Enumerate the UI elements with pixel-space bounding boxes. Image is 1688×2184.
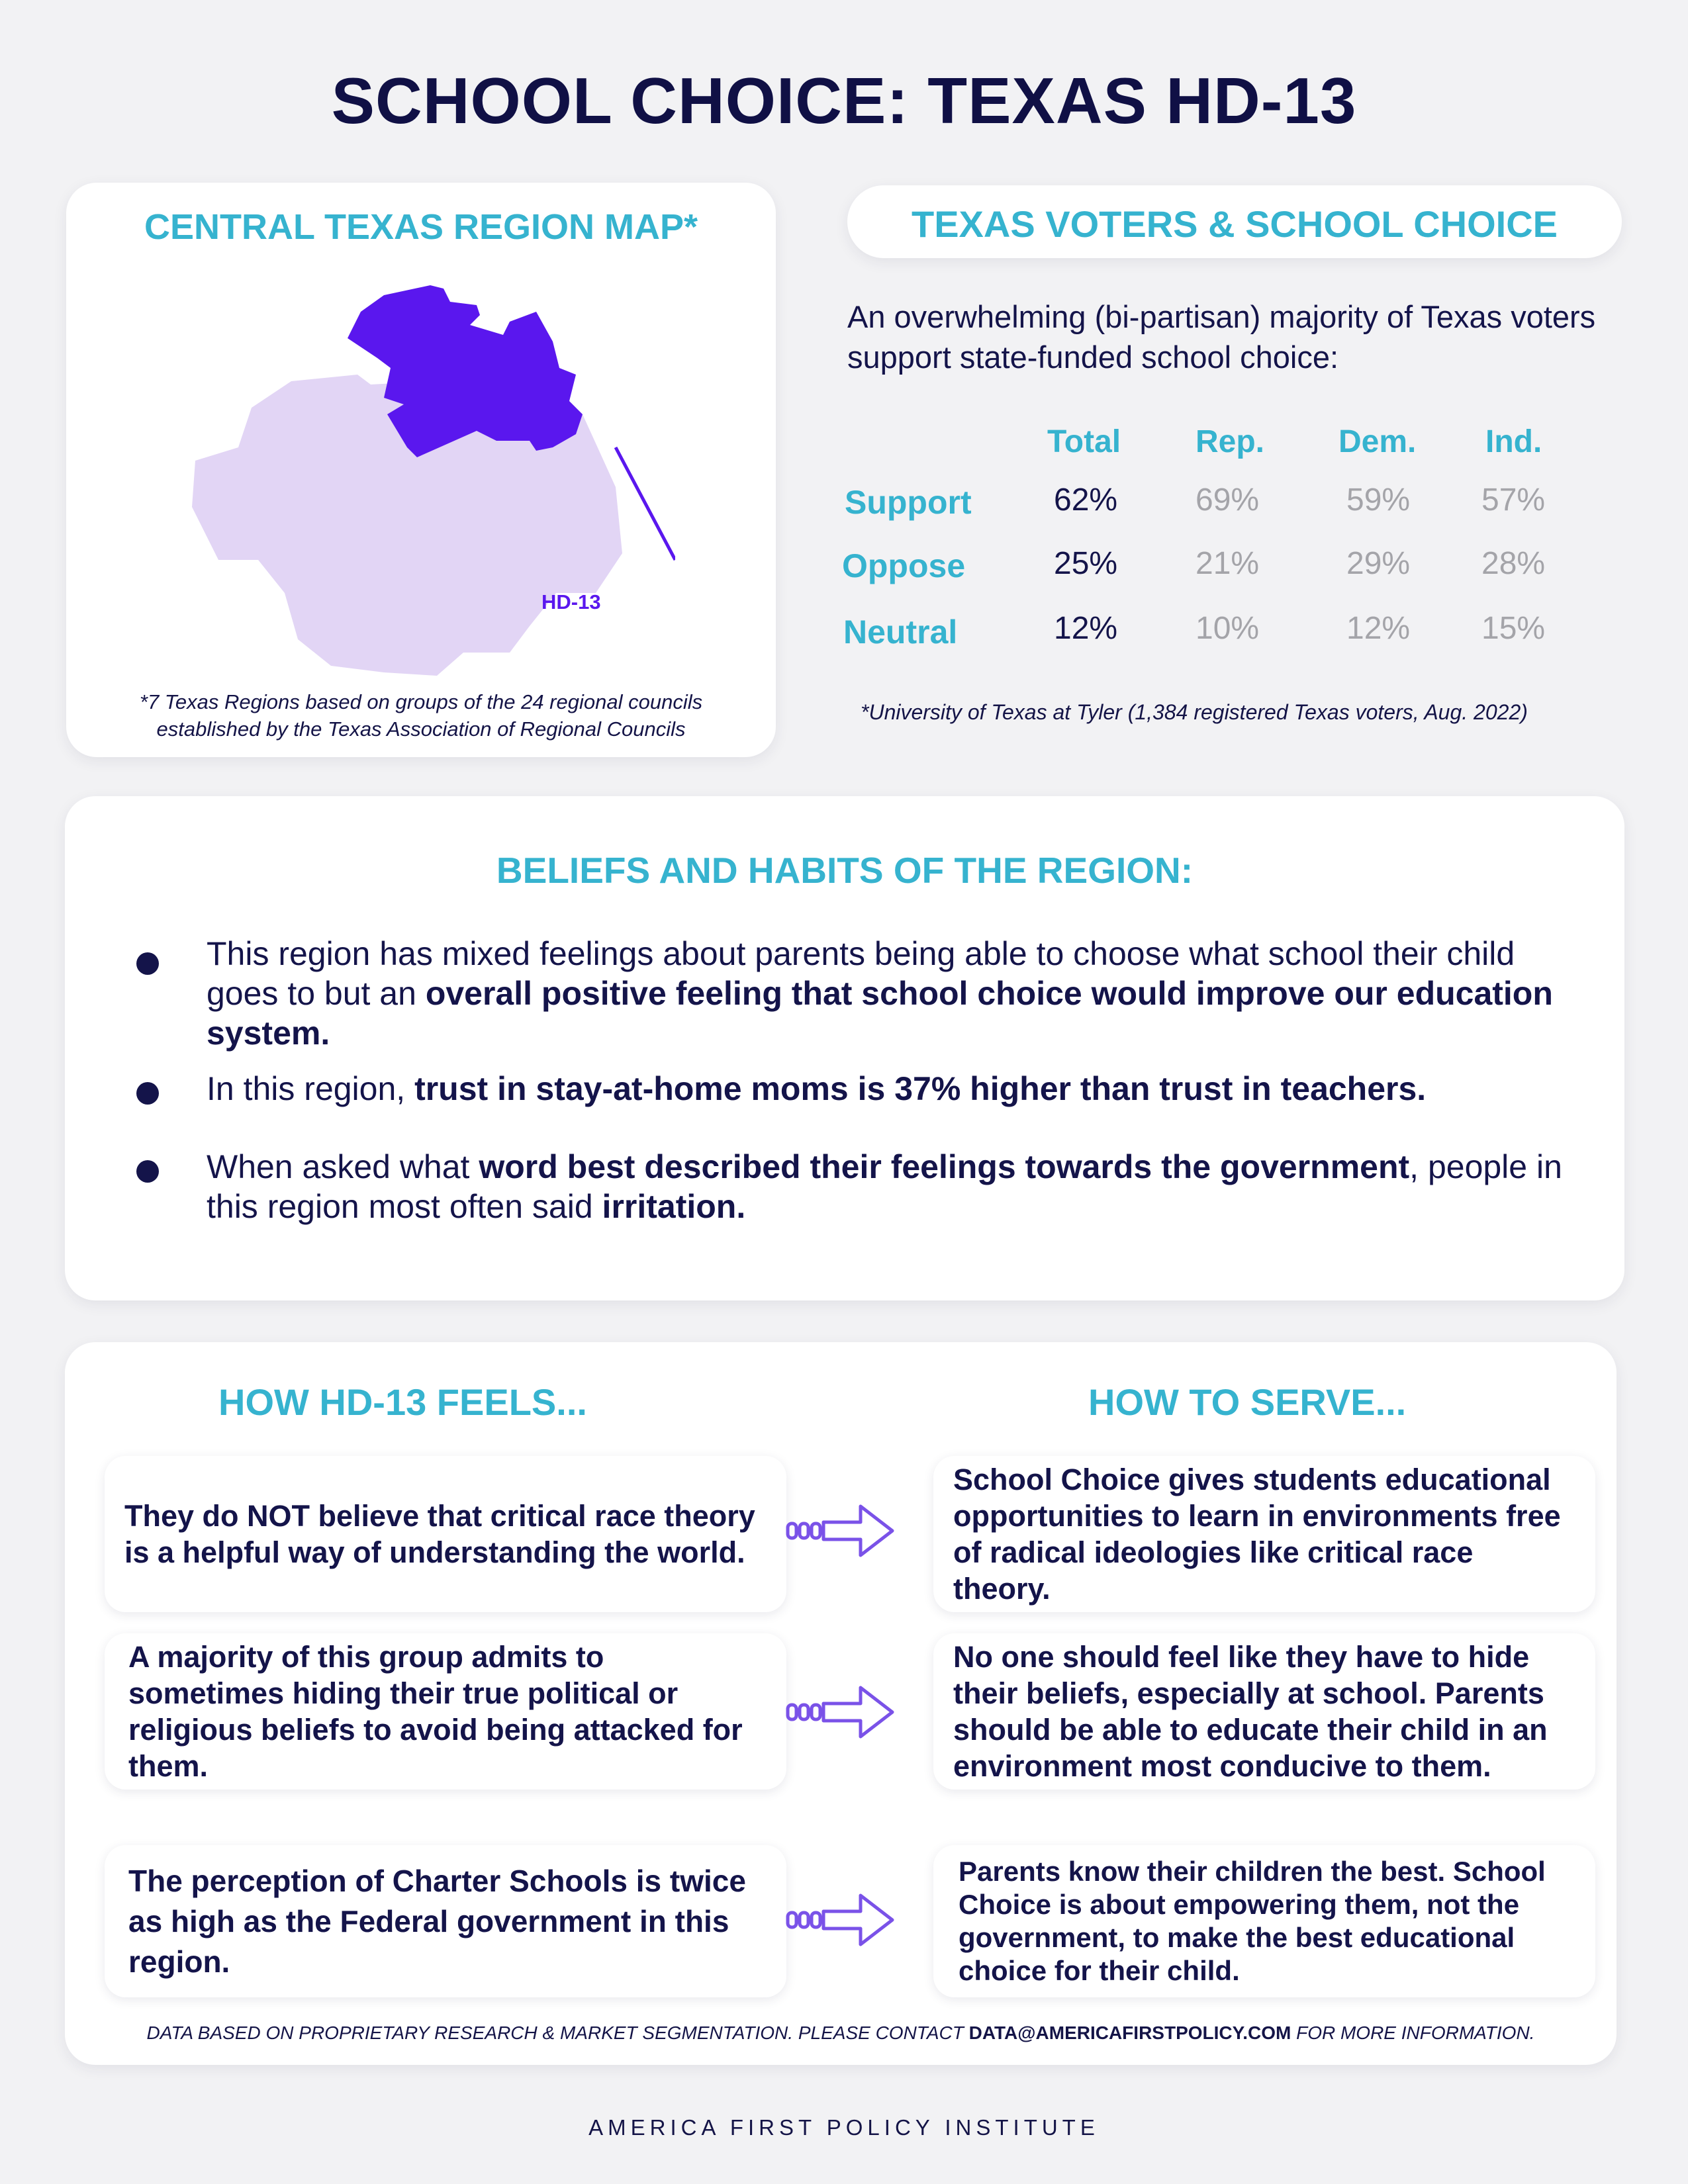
bullet-dot — [136, 952, 159, 975]
belief-item: In this region, trust in stay-at-home mo… — [207, 1069, 1570, 1109]
contact-email-link[interactable]: DATA@AMERICAFIRSTPOLICY.COM — [968, 2023, 1291, 2043]
bullet-dot — [136, 1082, 159, 1105]
poll-value: 25% — [1054, 546, 1118, 581]
map-footnote: *7 Texas Regions based on groups of the … — [79, 688, 763, 743]
poll-column-header: Ind. — [1485, 424, 1542, 459]
belief-item: When asked what word best described thei… — [207, 1147, 1570, 1226]
organization-name: AMERICA FIRST POLICY INSTITUTE — [588, 2115, 1100, 2140]
beliefs-card: BELIEFS AND HABITS OF THE REGION: This r… — [65, 796, 1624, 1300]
belief-highlight: overall positive feeling that school cho… — [207, 975, 1553, 1052]
feels-text: The perception of Charter Schools is twi… — [128, 1863, 746, 1979]
poll-value: 59% — [1346, 482, 1411, 518]
serve-box: School Choice gives students educational… — [933, 1456, 1595, 1612]
belief-item: This region has mixed feelings about par… — [207, 934, 1570, 1053]
poll-value: 12% — [1054, 611, 1118, 646]
belief-highlight: trust in stay-at-home moms is 37% higher… — [414, 1070, 1427, 1107]
belief-text: This region has mixed feelings about par… — [207, 935, 1515, 1012]
beliefs-title: BELIEFS AND HABITS OF THE REGION: — [496, 850, 1194, 891]
poll-value: 57% — [1481, 482, 1546, 518]
arrow-right-icon — [786, 1504, 894, 1557]
hd-13-map-label: HD-13 — [541, 590, 601, 614]
belief-text: In this region, — [207, 1070, 415, 1107]
poll-value: 15% — [1481, 611, 1546, 646]
hd-13-district-shape — [348, 285, 583, 457]
poll-source: *University of Texas at Tyler (1,384 reg… — [861, 700, 1528, 724]
poll-column-header: Total — [1047, 424, 1121, 459]
poll-value: 69% — [1196, 482, 1260, 518]
map-title: CENTRAL TEXAS REGION MAP* — [144, 207, 698, 247]
feels-serve-card: HOW HD-13 FEELS... HOW TO SERVE... They … — [65, 1342, 1617, 2065]
feels-box: A majority of this group admits to somet… — [105, 1633, 786, 1790]
poll-column-header: Rep. — [1196, 424, 1265, 459]
feels-text: They do NOT believe that critical race t… — [124, 1499, 755, 1569]
serve-title: HOW TO SERVE... — [1088, 1381, 1407, 1423]
poll-value: 29% — [1346, 546, 1411, 581]
voters-section-title: TEXAS VOTERS & SCHOOL CHOICE — [912, 203, 1558, 245]
belief-text: , people in this region most often said — [207, 1148, 1562, 1225]
arrow-right-icon — [786, 1893, 894, 1946]
feels-text: A majority of this group admits to somet… — [128, 1640, 743, 1783]
serve-box: Parents know their children the best. Sc… — [933, 1845, 1595, 1997]
poll-value: 10% — [1196, 611, 1260, 646]
poll-value: 28% — [1481, 546, 1546, 581]
hd-13-leader-line — [614, 446, 675, 561]
poll-column-header: Dem. — [1338, 424, 1417, 459]
central-texas-region-map — [192, 285, 675, 676]
arrow-right-icon — [786, 1686, 894, 1739]
footnote-text: DATA BASED ON PROPRIETARY RESEARCH & MAR… — [146, 2023, 969, 2043]
map-footnote-line-2: established by the Texas Association of … — [156, 717, 686, 741]
page-title: SCHOOL CHOICE: TEXAS HD-13 — [331, 64, 1357, 137]
data-footnote: DATA BASED ON PROPRIETARY RESEARCH & MAR… — [65, 2023, 1617, 2044]
voters-title-pill: TEXAS VOTERS & SCHOOL CHOICE — [847, 185, 1622, 258]
central-texas-region-shape — [192, 375, 622, 676]
poll-row-label: Neutral — [843, 614, 958, 651]
serve-text: Parents know their children the best. Sc… — [959, 1856, 1546, 1986]
footnote-text: FOR MORE INFORMATION. — [1291, 2023, 1535, 2043]
belief-highlight: word best described their feelings towar… — [479, 1148, 1410, 1185]
belief-text: When asked what — [207, 1148, 479, 1185]
poll-row-label: Support — [845, 484, 972, 521]
poll-row-label: Oppose — [842, 547, 966, 584]
poll-value: 12% — [1346, 611, 1411, 646]
bullet-dot — [136, 1160, 159, 1183]
feels-title: HOW HD-13 FEELS... — [218, 1381, 587, 1423]
belief-highlight: irritation. — [602, 1188, 746, 1225]
feels-box: They do NOT believe that critical race t… — [105, 1456, 786, 1612]
serve-text: School Choice gives students educational… — [953, 1463, 1561, 1606]
poll-value: 21% — [1196, 546, 1260, 581]
feels-box: The perception of Charter Schools is twi… — [105, 1845, 786, 1997]
map-footnote-line-1: *7 Texas Regions based on groups of the … — [139, 690, 703, 713]
region-map-card: CENTRAL TEXAS REGION MAP* HD-13 *7 Texas… — [66, 183, 776, 757]
serve-box: No one should feel like they have to hid… — [933, 1633, 1595, 1790]
voters-intro: An overwhelming (bi-partisan) majority o… — [847, 299, 1596, 375]
serve-text: No one should feel like they have to hid… — [953, 1640, 1548, 1783]
poll-value: 62% — [1054, 482, 1118, 518]
